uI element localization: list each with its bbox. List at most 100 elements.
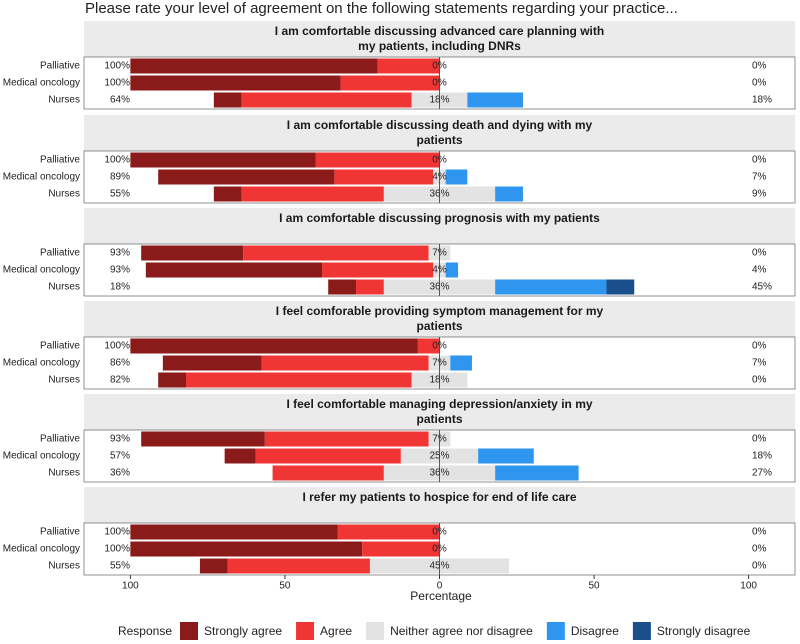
agree-total-label: 93%: [110, 248, 130, 259]
disagree-total-label: 0%: [752, 527, 767, 538]
x-tick-label: 0: [437, 581, 443, 592]
bar-segment: [377, 58, 440, 74]
row-label: Palliative: [40, 341, 80, 352]
bar-segment: [213, 186, 242, 202]
agree-total-label: 100%: [104, 78, 130, 89]
strip-background: [84, 487, 795, 523]
bar-segment: [199, 558, 228, 574]
row-label: Nurses: [48, 561, 80, 572]
legend-label: Agree: [320, 624, 352, 638]
legend-swatch: [180, 622, 198, 640]
bar-segment: [334, 169, 434, 185]
legend-swatch: [366, 622, 385, 640]
agree-total-label: 55%: [110, 561, 130, 572]
row-label: Medical oncology: [3, 451, 80, 462]
strip: I feel comfortable managing depression/a…: [286, 397, 592, 426]
row-label: Nurses: [48, 282, 80, 293]
agree-total-label: 82%: [110, 375, 130, 386]
agree-total-label: 100%: [104, 61, 130, 72]
bar-segment: [130, 75, 341, 91]
bar-segment: [606, 279, 635, 295]
strip: I am comfortable discussing advanced car…: [274, 24, 605, 53]
strip-background: [84, 394, 795, 430]
agree-total-label: 100%: [104, 341, 130, 352]
bar-segment: [445, 262, 459, 278]
disagree-total-label: 0%: [752, 78, 767, 89]
row-label: Palliative: [40, 61, 80, 72]
disagree-total-label: 0%: [752, 434, 767, 445]
panel-title: I am comfortable discussing death and dy…: [286, 118, 593, 147]
strip: I feel comforable providing symptom mana…: [275, 304, 604, 333]
panel-title: I feel comforable providing symptom mana…: [275, 304, 604, 333]
bar-segment: [158, 169, 335, 185]
agree-total-label: 64%: [110, 95, 130, 106]
bar-segment: [450, 355, 472, 371]
agree-total-label: 100%: [104, 527, 130, 538]
row-label: Nurses: [48, 95, 80, 106]
agree-total-label: 100%: [104, 155, 130, 166]
bar-segment: [328, 279, 357, 295]
x-tick-label: 50: [589, 581, 601, 592]
row-label: Medical oncology: [3, 78, 80, 89]
bar-segment: [495, 186, 523, 202]
row-label: Palliative: [40, 155, 80, 166]
row-label: Palliative: [40, 434, 80, 445]
x-tick-label: 100: [740, 581, 757, 592]
disagree-total-label: 0%: [752, 375, 767, 386]
disagree-total-label: 7%: [752, 172, 767, 183]
bar-segment: [467, 92, 523, 108]
bar-segment: [243, 245, 429, 261]
disagree-total-label: 27%: [752, 468, 772, 479]
strip-background: [84, 301, 795, 337]
x-tick-label: 100: [122, 581, 139, 592]
bar-segment: [141, 431, 265, 447]
row-label: Palliative: [40, 527, 80, 538]
agree-total-label: 89%: [110, 172, 130, 183]
disagree-total-label: 9%: [752, 189, 767, 200]
row-label: Medical oncology: [3, 358, 80, 369]
bar-segment: [445, 169, 468, 185]
legend-title: Response: [118, 624, 172, 638]
bar-segment: [145, 262, 323, 278]
strip: I refer my patients to hospice for end o…: [302, 490, 577, 504]
strip: I am comfortable discussing death and dy…: [286, 118, 593, 147]
disagree-total-label: 0%: [752, 561, 767, 572]
agree-total-label: 36%: [110, 468, 130, 479]
bar-segment: [264, 431, 429, 447]
agree-total-label: 55%: [110, 189, 130, 200]
panel-title: I refer my patients to hospice for end o…: [302, 490, 577, 504]
bar-segment: [241, 186, 384, 202]
row-label: Medical oncology: [3, 265, 80, 276]
strip: I am comfortable discussing prognosis wi…: [279, 211, 600, 225]
row-label: Palliative: [40, 248, 80, 259]
bar-segment: [227, 558, 370, 574]
bar-segment: [495, 465, 579, 481]
disagree-total-label: 0%: [752, 341, 767, 352]
strip-background: [84, 208, 795, 244]
bar-segment: [130, 541, 363, 557]
bar-segment: [272, 465, 384, 481]
bar-segment: [130, 58, 378, 74]
bar-segment: [315, 152, 440, 168]
row-label: Nurses: [48, 375, 80, 386]
bar-segment: [417, 338, 440, 354]
bar-segment: [362, 541, 440, 557]
legend-label: Disagree: [571, 624, 619, 638]
disagree-total-label: 18%: [752, 95, 772, 106]
bar-segment: [322, 262, 434, 278]
panel-title: I am comfortable discussing advanced car…: [274, 24, 605, 53]
agree-total-label: 86%: [110, 358, 130, 369]
page-title: Please rate your level of agreement on t…: [85, 0, 678, 17]
strip-background: [84, 21, 795, 57]
bar-segment: [255, 448, 401, 464]
agree-total-label: 93%: [110, 434, 130, 445]
bar-segment: [478, 448, 534, 464]
bar-segment: [130, 338, 418, 354]
bar-segment: [158, 372, 187, 388]
bar-segment: [130, 152, 316, 168]
bar-segment: [241, 92, 412, 108]
bar-segment: [224, 448, 256, 464]
disagree-total-label: 4%: [752, 265, 767, 276]
agree-total-label: 100%: [104, 544, 130, 555]
